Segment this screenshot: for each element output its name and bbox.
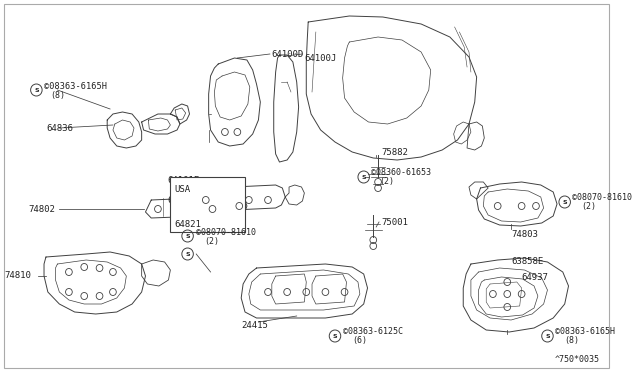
Text: 64101E: 64101E bbox=[168, 176, 200, 185]
Text: 75882: 75882 bbox=[381, 148, 408, 157]
Text: 64937: 64937 bbox=[522, 273, 548, 282]
Text: USA: USA bbox=[174, 185, 190, 193]
Text: 64100J: 64100J bbox=[305, 54, 337, 62]
Text: (6): (6) bbox=[352, 337, 367, 346]
Text: (8): (8) bbox=[564, 337, 580, 346]
Text: S: S bbox=[186, 234, 190, 238]
Text: (2): (2) bbox=[379, 176, 394, 186]
Text: 24415: 24415 bbox=[241, 321, 268, 330]
Text: S: S bbox=[333, 334, 337, 339]
Text: ©08363-6165H: ©08363-6165H bbox=[555, 327, 615, 337]
Text: S: S bbox=[34, 87, 38, 93]
Text: 64821: 64821 bbox=[174, 219, 201, 228]
Text: (2): (2) bbox=[204, 237, 219, 246]
Text: 74802: 74802 bbox=[29, 205, 56, 214]
Text: ^750*0035: ^750*0035 bbox=[555, 356, 600, 365]
Text: ©08070-81610: ©08070-81610 bbox=[196, 228, 256, 237]
Text: S: S bbox=[362, 174, 366, 180]
Text: (2): (2) bbox=[581, 202, 596, 211]
Text: 74803: 74803 bbox=[511, 230, 538, 238]
Text: ©08070-81610: ©08070-81610 bbox=[572, 192, 632, 202]
FancyBboxPatch shape bbox=[170, 177, 245, 232]
Text: (8): (8) bbox=[50, 90, 65, 99]
Text: 63858E: 63858E bbox=[511, 257, 543, 266]
Text: S: S bbox=[563, 199, 567, 205]
Text: 64100D: 64100D bbox=[272, 49, 304, 58]
Text: S: S bbox=[545, 334, 550, 339]
Text: ©08360-61653: ©08360-61653 bbox=[371, 167, 431, 176]
Text: 75001: 75001 bbox=[381, 218, 408, 227]
Text: S: S bbox=[186, 251, 190, 257]
Text: ©08363-6165H: ©08363-6165H bbox=[44, 81, 107, 90]
Text: 64836: 64836 bbox=[46, 124, 73, 132]
Text: ©08363-6125C: ©08363-6125C bbox=[342, 327, 403, 337]
Text: 64101F: 64101F bbox=[168, 196, 200, 205]
Text: 74810: 74810 bbox=[4, 272, 31, 280]
